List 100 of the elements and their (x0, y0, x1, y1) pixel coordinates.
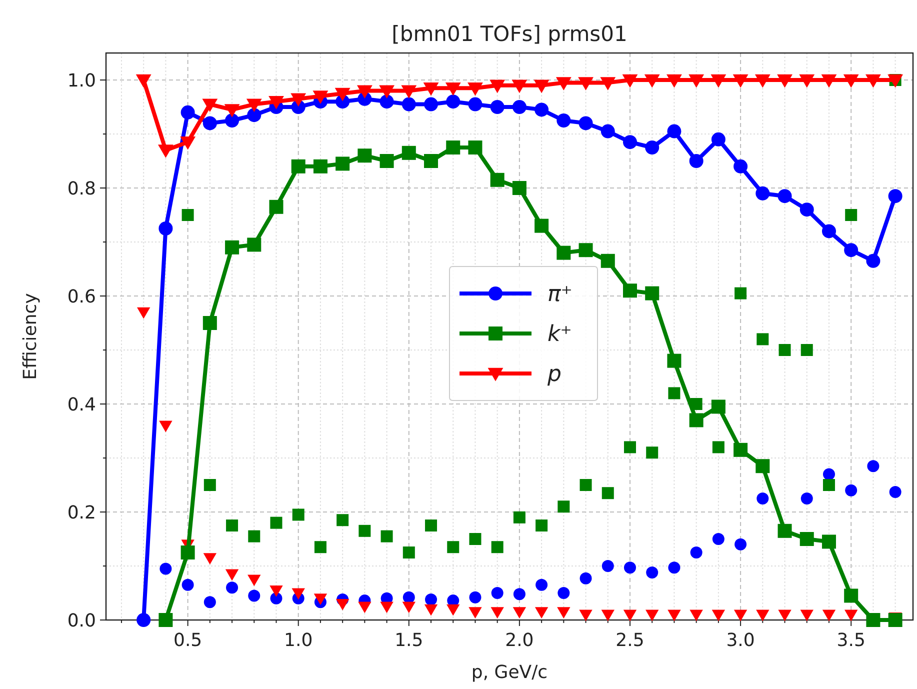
point (688, 74, 704, 88)
point (180, 136, 196, 150)
point (291, 159, 306, 174)
point (290, 93, 306, 107)
point (314, 594, 328, 605)
point (822, 224, 836, 238)
point (844, 588, 858, 603)
point (732, 74, 748, 88)
x-tick-label: 0.5 (173, 630, 202, 651)
point (380, 530, 393, 542)
point (513, 588, 526, 600)
point (534, 607, 548, 618)
point (843, 74, 859, 88)
point (182, 578, 194, 591)
y-tick-label: 0.4 (67, 394, 96, 416)
point (556, 246, 571, 260)
point (536, 520, 548, 532)
point (268, 96, 284, 110)
point (668, 387, 680, 400)
point (845, 484, 858, 496)
point (445, 82, 461, 96)
point (180, 105, 195, 120)
point (800, 610, 814, 622)
point (159, 420, 172, 432)
point (204, 479, 216, 491)
point (402, 602, 416, 614)
x-tick-label: 3.0 (726, 630, 755, 651)
point (756, 333, 769, 346)
point (645, 140, 660, 154)
point (447, 541, 460, 554)
point (203, 553, 217, 564)
point (580, 572, 592, 584)
point (624, 562, 636, 574)
point (402, 146, 416, 160)
point (225, 240, 240, 254)
point (712, 441, 724, 454)
point (645, 286, 660, 300)
point (402, 97, 416, 112)
point (270, 586, 283, 597)
point (224, 104, 240, 118)
point (778, 524, 792, 538)
point (866, 254, 880, 268)
point (202, 316, 217, 330)
point (602, 560, 614, 572)
point (313, 159, 328, 174)
x-tick-label: 2.5 (616, 630, 644, 651)
point (248, 574, 261, 586)
point (600, 77, 616, 90)
point (867, 460, 880, 472)
x-tick-label: 1.0 (284, 630, 313, 651)
point (380, 154, 394, 168)
point (712, 610, 726, 622)
point (734, 610, 748, 622)
point (136, 307, 150, 319)
point (158, 613, 173, 627)
point (358, 602, 372, 614)
point (490, 80, 506, 94)
point (556, 114, 571, 128)
point (424, 97, 438, 112)
point (689, 154, 704, 168)
point (822, 534, 836, 549)
y-tick-label: 0.6 (67, 286, 96, 308)
point (778, 189, 792, 204)
point (334, 88, 350, 102)
point (578, 116, 593, 130)
point (667, 354, 682, 368)
x-tick-label: 3.5 (836, 630, 866, 651)
chart-title: [bmn01 TOFs] prms01 (392, 22, 628, 46)
point (668, 610, 681, 622)
x-axis-title: p, GeV/c (471, 662, 548, 683)
point (668, 562, 680, 574)
x-tick-label: 2.0 (505, 630, 534, 651)
point (512, 100, 526, 114)
point (424, 154, 438, 168)
point (800, 492, 813, 504)
y-tick-label: 0.0 (67, 610, 96, 632)
legend-label: k⁺ (548, 322, 572, 348)
point (777, 74, 792, 88)
point (446, 604, 460, 616)
point (822, 479, 835, 491)
point (822, 610, 836, 622)
point (534, 80, 550, 94)
point (800, 344, 813, 356)
point (556, 77, 572, 90)
point (204, 596, 216, 608)
point (226, 520, 238, 532)
point (799, 74, 815, 88)
point (247, 108, 262, 122)
point (202, 98, 218, 112)
point (358, 524, 371, 537)
point (821, 74, 837, 88)
point (356, 85, 372, 98)
point (248, 590, 260, 602)
point (468, 82, 483, 96)
point (756, 492, 769, 504)
point (358, 148, 372, 163)
y-tick-label: 0.2 (67, 502, 96, 524)
point (314, 541, 326, 554)
point (845, 209, 858, 221)
point (292, 508, 304, 521)
